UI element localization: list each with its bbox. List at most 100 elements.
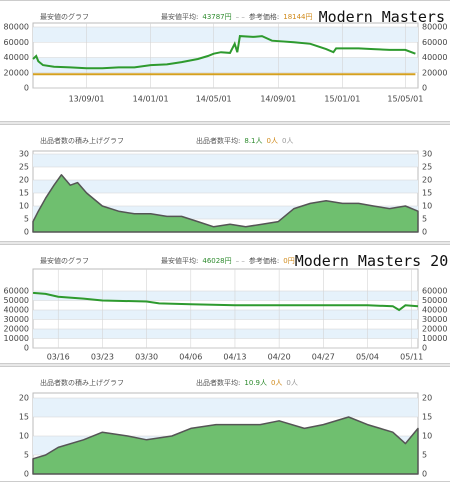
y-tick-label: 5 bbox=[24, 215, 29, 224]
y-tick-label: 60000 bbox=[4, 38, 29, 47]
x-tick-label: 14/09/01 bbox=[260, 95, 296, 104]
y2-tick-label: 30 bbox=[422, 150, 432, 159]
y2-tick-label: 10 bbox=[422, 202, 432, 211]
x-tick-label: 03/30 bbox=[135, 353, 158, 362]
heading: 最安値のグラフ bbox=[40, 257, 89, 265]
x-tick-label: 14/05/01 bbox=[196, 95, 232, 104]
chart-title: Modern Masters 2015 bbox=[294, 252, 450, 270]
stats: 最安値平均: 43787円 – – 参考価格: 18144円 bbox=[161, 12, 313, 22]
line bbox=[32, 35, 416, 70]
y2-tick-label: 50000 bbox=[422, 296, 447, 305]
y-tick-label: 20 bbox=[19, 176, 29, 185]
grid-band bbox=[33, 154, 418, 167]
heading: 出品者数の積み上げグラフ bbox=[40, 379, 124, 387]
x-tick-label: 15/05/01 bbox=[387, 95, 423, 104]
y-tick-label: 10 bbox=[19, 202, 29, 211]
stat-value: 0人 bbox=[281, 137, 294, 145]
y-tick-label: 30 bbox=[19, 150, 29, 159]
y2-tick-label: 0 bbox=[422, 228, 427, 237]
chart-header: 最安値のグラフ 最安値平均: 43787円 – – 参考価格: 18144円 Modern … bbox=[40, 8, 445, 26]
y-tick-label: 15 bbox=[19, 413, 29, 422]
chart-header: 最安値のグラフ 最安値平均: 46028円 – – 参考価格: 0円 Modern Mast… bbox=[40, 252, 450, 270]
stat-value: 0人 bbox=[286, 379, 298, 387]
y-tick-label: 10000 bbox=[4, 334, 29, 343]
stat-label: 参考価格: bbox=[248, 13, 280, 21]
stat-label: 参考価格: bbox=[248, 257, 280, 265]
chart-panel: 0 0 20000 20000 40000 40000 60000 60000 80000 800… bbox=[0, 0, 450, 122]
chart-title: Modern Masters bbox=[318, 8, 445, 26]
y-tick-label: 30000 bbox=[4, 315, 29, 324]
chart-panel: 0 0 10000 10000 20000 20000 30000 30000 40000 400… bbox=[0, 244, 450, 364]
x-tick-label: 04/06 bbox=[179, 353, 202, 362]
stats: 出品者数平均: 8.1人 0人 0人 bbox=[196, 136, 293, 146]
stat-label: 最安値平均: bbox=[161, 257, 199, 265]
x-tick-label: 13/09/01 bbox=[69, 95, 105, 104]
y-tick-label: 20 bbox=[19, 394, 29, 403]
y2-tick-label: 5 bbox=[422, 215, 427, 224]
y2-tick-label: 25 bbox=[422, 163, 432, 172]
y-tick-label: 0 bbox=[24, 84, 29, 93]
area bbox=[32, 174, 419, 233]
chart: 0 0 5 5 10 10 15 15 20 20 bbox=[19, 392, 432, 479]
y-tick-label: 40000 bbox=[4, 306, 29, 315]
y2-tick-label: 40000 bbox=[422, 306, 447, 315]
y2-tick-label: 40000 bbox=[422, 53, 447, 62]
stat-value: 0人 bbox=[266, 137, 278, 145]
stat-label: 最安値平均: bbox=[161, 13, 199, 21]
stat-label: 出品者数平均: bbox=[196, 379, 241, 387]
y-tick-label: 50000 bbox=[4, 296, 29, 305]
x-tick-label: 05/04 bbox=[356, 353, 379, 362]
x-tick-label: 05/11 bbox=[400, 353, 423, 362]
y2-tick-label: 30000 bbox=[422, 315, 447, 324]
grid-band bbox=[33, 398, 418, 417]
legend-dash: – – bbox=[235, 13, 245, 21]
grid-band bbox=[33, 180, 418, 193]
y2-tick-label: 15 bbox=[422, 413, 432, 422]
chart-panel: 0 0 5 5 10 10 15 15 20 20 25 25 30 30 出品者数の積み上げグラフ 出品者数… bbox=[0, 124, 450, 242]
chart-panel: 0 0 5 5 10 10 15 15 20 20 出品者数の積み上げグラフ 出品者数平均: 10.9人… bbox=[0, 366, 450, 482]
grid-band bbox=[33, 310, 418, 320]
y2-tick-label: 20000 bbox=[422, 325, 447, 334]
y2-tick-label: 5 bbox=[422, 451, 427, 460]
line bbox=[32, 291, 419, 312]
y-tick-label: 0 bbox=[24, 344, 29, 353]
stat-value: 8.1人 bbox=[244, 137, 263, 145]
y-tick-label: 20000 bbox=[4, 325, 29, 334]
y-tick-label: 25 bbox=[19, 163, 29, 172]
grid-band bbox=[33, 291, 418, 301]
y2-tick-label: 20 bbox=[422, 176, 432, 185]
y2-tick-label: 0 bbox=[422, 84, 427, 93]
chart-header: 出品者数の積み上げグラフ 出品者数平均: 10.9人 0人 0人 bbox=[40, 375, 445, 391]
y2-tick-label: 10 bbox=[422, 432, 432, 441]
x-tick-label: 03/16 bbox=[47, 353, 70, 362]
stat-label: 出品者数平均: bbox=[196, 137, 241, 145]
x-tick-label: 04/27 bbox=[312, 353, 335, 362]
y2-tick-label: 20 bbox=[422, 394, 432, 403]
y2-tick-label: 60000 bbox=[422, 38, 447, 47]
y2-tick-label: 60000 bbox=[422, 287, 447, 296]
y2-tick-label: 10000 bbox=[422, 334, 447, 343]
y-tick-label: 0 bbox=[24, 470, 29, 479]
stat-value: 46028円 bbox=[202, 257, 232, 265]
y2-tick-label: 20000 bbox=[422, 68, 447, 77]
grid-band bbox=[33, 57, 418, 73]
area bbox=[32, 416, 419, 475]
legend-dash: – – bbox=[235, 257, 245, 265]
heading: 出品者数の積み上げグラフ bbox=[40, 137, 124, 145]
y-tick-label: 80000 bbox=[4, 23, 29, 32]
y-tick-label: 40000 bbox=[4, 53, 29, 62]
chart: 0 0 20000 20000 40000 40000 60000 60000 80000 800… bbox=[4, 22, 447, 104]
chart: 0 0 5 5 10 10 15 15 20 20 25 25 30 30 bbox=[19, 150, 432, 237]
y-tick-label: 15 bbox=[19, 189, 29, 198]
grid-band bbox=[33, 329, 418, 339]
chart-header: 出品者数の積み上げグラフ 出品者数平均: 8.1人 0人 0人 bbox=[40, 133, 445, 149]
stats: 最安値平均: 46028円 – – 参考価格: 0円 bbox=[161, 256, 295, 266]
grid-band bbox=[33, 27, 418, 43]
stat-value: 18144円 bbox=[283, 13, 313, 21]
stat-value: 0円 bbox=[283, 257, 295, 265]
x-tick-label: 04/20 bbox=[268, 353, 291, 362]
x-tick-label: 03/23 bbox=[91, 353, 114, 362]
heading: 最安値のグラフ bbox=[40, 13, 89, 21]
